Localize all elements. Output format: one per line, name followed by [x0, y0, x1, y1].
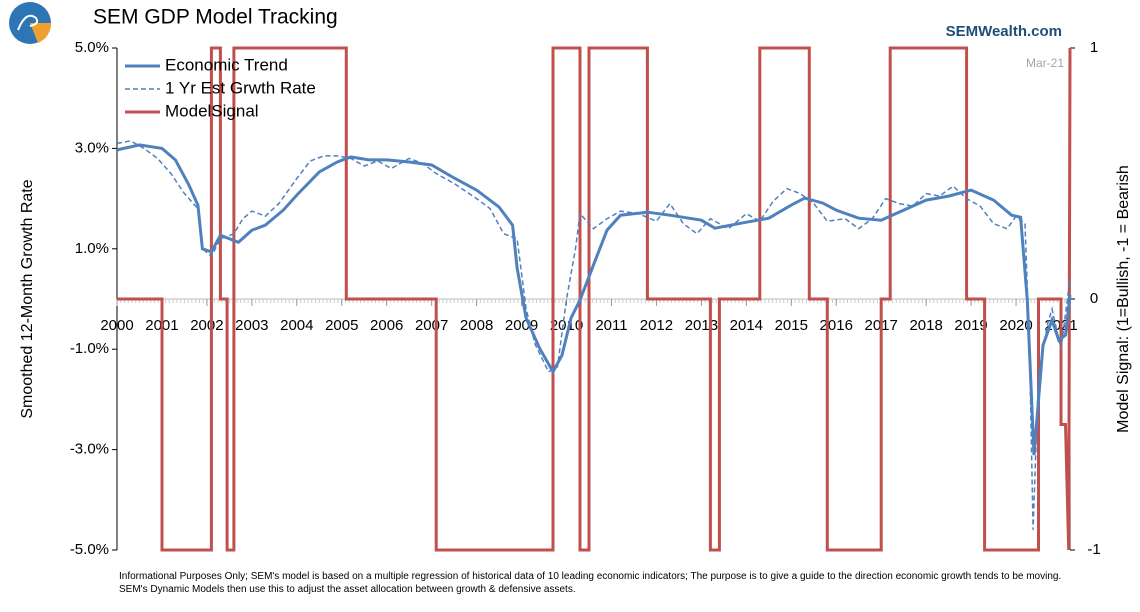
chart-title: SEM GDP Model Tracking — [93, 6, 338, 29]
series-line — [116, 143, 1072, 456]
x-tick-label: 2005 — [325, 317, 358, 334]
legend-item: Economic Trend — [125, 55, 288, 74]
x-tick-label: 2016 — [820, 317, 853, 334]
y-tick-label: -1.0% — [70, 340, 109, 357]
x-tick-label: 2011 — [595, 317, 627, 334]
logo — [9, 2, 52, 44]
x-tick-label: 2018 — [909, 317, 942, 334]
y-tick-label: -5.0% — [70, 541, 109, 558]
legend-item: ModelSignal — [125, 101, 259, 120]
x-tick-label: 2010 — [550, 317, 583, 334]
x-tick-label: 2002 — [190, 317, 223, 334]
x-tick-label: 2004 — [280, 317, 313, 334]
legend-label: 1 Yr Est Grwth Rate — [165, 78, 316, 97]
x-tick-label: 2003 — [235, 317, 268, 334]
y-tick-label: -3.0% — [70, 441, 109, 458]
y2-tick-label: -1 — [1087, 541, 1100, 558]
series-line — [117, 46, 1072, 552]
x-tick-label: 2000 — [100, 317, 133, 334]
logo-stroke — [17, 14, 39, 31]
date-label: Mar-21 — [1026, 56, 1064, 70]
legend-label: ModelSignal — [165, 101, 259, 120]
x-tick-label: 2012 — [640, 317, 673, 334]
y2-tick-label: 0 — [1090, 290, 1098, 307]
y2-axis-label: Model Signal: (1=Bullish, -1 = Bearish — [1115, 165, 1132, 433]
y-tick-label: 1.0% — [75, 240, 109, 257]
y-axis-label: Smoothed 12-Month Growth Rate — [19, 179, 36, 418]
footnote: Informational Purposes Only; SEM's model… — [119, 571, 1062, 595]
y-tick-label: 5.0% — [75, 39, 109, 56]
y2-tick-label: 1 — [1090, 39, 1098, 56]
brand: SEMWealth.com — [946, 23, 1062, 40]
x-tick-label: 2015 — [775, 317, 808, 334]
x-tick-label: 2007 — [415, 317, 448, 334]
x-tick-label: 2013 — [685, 317, 718, 334]
x-tick-label: 2014 — [730, 317, 763, 334]
series-line — [116, 140, 1071, 530]
x-tick-label: 2006 — [370, 317, 403, 334]
x-tick-label: 2020 — [999, 317, 1032, 334]
logo-wedge — [30, 23, 52, 43]
y-tick-label: 3.0% — [75, 139, 109, 156]
legend: Economic Trend 1 Yr Est Grwth Rate ModelSi… — [125, 55, 316, 120]
legend-label: Economic Trend — [165, 55, 288, 74]
x-tick-label: 2019 — [954, 317, 987, 334]
legend-item: 1 Yr Est Grwth Rate — [125, 78, 316, 97]
x-tick-label: 2008 — [460, 317, 493, 334]
